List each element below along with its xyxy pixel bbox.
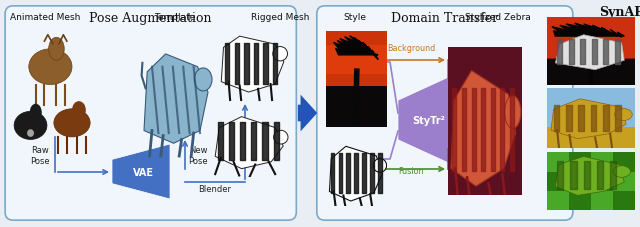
Bar	[326, 37, 387, 40]
FancyBboxPatch shape	[317, 7, 573, 220]
Bar	[569, 171, 591, 191]
Ellipse shape	[29, 104, 42, 122]
Polygon shape	[333, 37, 378, 60]
Polygon shape	[398, 76, 453, 165]
Bar	[326, 49, 387, 52]
Polygon shape	[144, 55, 208, 144]
Bar	[326, 72, 387, 75]
Ellipse shape	[614, 109, 632, 121]
Bar	[547, 128, 635, 149]
Bar	[326, 63, 387, 66]
Text: Template: Template	[154, 13, 196, 22]
Bar	[547, 60, 635, 85]
Text: Animated Mesh: Animated Mesh	[10, 13, 80, 22]
Polygon shape	[551, 99, 626, 139]
Polygon shape	[451, 71, 516, 186]
Text: New
Pose: New Pose	[188, 146, 208, 165]
Bar	[326, 54, 387, 57]
Bar	[326, 52, 387, 55]
Bar	[326, 66, 387, 69]
Bar	[547, 152, 569, 172]
Ellipse shape	[27, 130, 34, 137]
Polygon shape	[215, 117, 283, 169]
Text: Content: Content	[337, 118, 373, 126]
Bar	[547, 18, 635, 58]
Polygon shape	[112, 144, 170, 199]
Text: Rigged Mesh: Rigged Mesh	[251, 13, 309, 22]
Bar	[569, 152, 591, 172]
Text: Style: Style	[344, 13, 367, 22]
Ellipse shape	[14, 112, 47, 140]
Bar	[613, 152, 635, 172]
Ellipse shape	[54, 109, 90, 137]
Bar	[326, 46, 387, 75]
Bar	[326, 77, 387, 80]
Ellipse shape	[49, 38, 64, 61]
Polygon shape	[556, 36, 624, 70]
Ellipse shape	[274, 131, 288, 144]
Polygon shape	[330, 147, 382, 201]
Ellipse shape	[72, 102, 86, 119]
Bar	[591, 152, 613, 172]
Bar	[326, 86, 387, 89]
Text: Pose Augmentation: Pose Augmentation	[90, 12, 212, 25]
Bar	[591, 171, 613, 191]
Bar	[326, 43, 387, 46]
Text: VAE: VAE	[133, 167, 154, 177]
Polygon shape	[221, 37, 284, 93]
Text: Domain Transfer: Domain Transfer	[391, 12, 499, 25]
Bar	[591, 190, 613, 210]
Bar	[326, 57, 387, 60]
Bar	[326, 83, 387, 86]
Polygon shape	[556, 157, 624, 195]
Polygon shape	[552, 24, 624, 38]
Bar	[326, 31, 387, 89]
Text: StyTr²: StyTr²	[412, 116, 445, 126]
Text: Raw
Pose: Raw Pose	[30, 146, 50, 165]
Bar	[326, 46, 387, 49]
Bar	[326, 35, 387, 37]
Text: Blender: Blender	[198, 185, 232, 194]
Bar	[326, 87, 387, 127]
Bar	[326, 74, 387, 78]
Text: Background: Background	[387, 44, 435, 53]
Bar	[326, 40, 387, 43]
Ellipse shape	[273, 47, 287, 62]
Text: Fusion: Fusion	[398, 166, 424, 175]
Ellipse shape	[373, 159, 387, 173]
Ellipse shape	[505, 96, 521, 129]
Bar	[547, 89, 635, 128]
Ellipse shape	[195, 69, 212, 91]
Bar	[326, 32, 387, 35]
Text: SynAP: SynAP	[600, 6, 640, 19]
Bar	[326, 60, 387, 63]
Bar	[547, 171, 569, 191]
Ellipse shape	[613, 166, 630, 178]
Ellipse shape	[29, 49, 72, 85]
Text: Stylized Zebra: Stylized Zebra	[465, 13, 531, 22]
Bar	[326, 80, 387, 83]
Bar	[613, 190, 635, 210]
Bar	[547, 190, 569, 210]
Bar	[569, 190, 591, 210]
Bar	[326, 69, 387, 72]
FancyBboxPatch shape	[5, 7, 296, 220]
Bar	[613, 171, 635, 191]
